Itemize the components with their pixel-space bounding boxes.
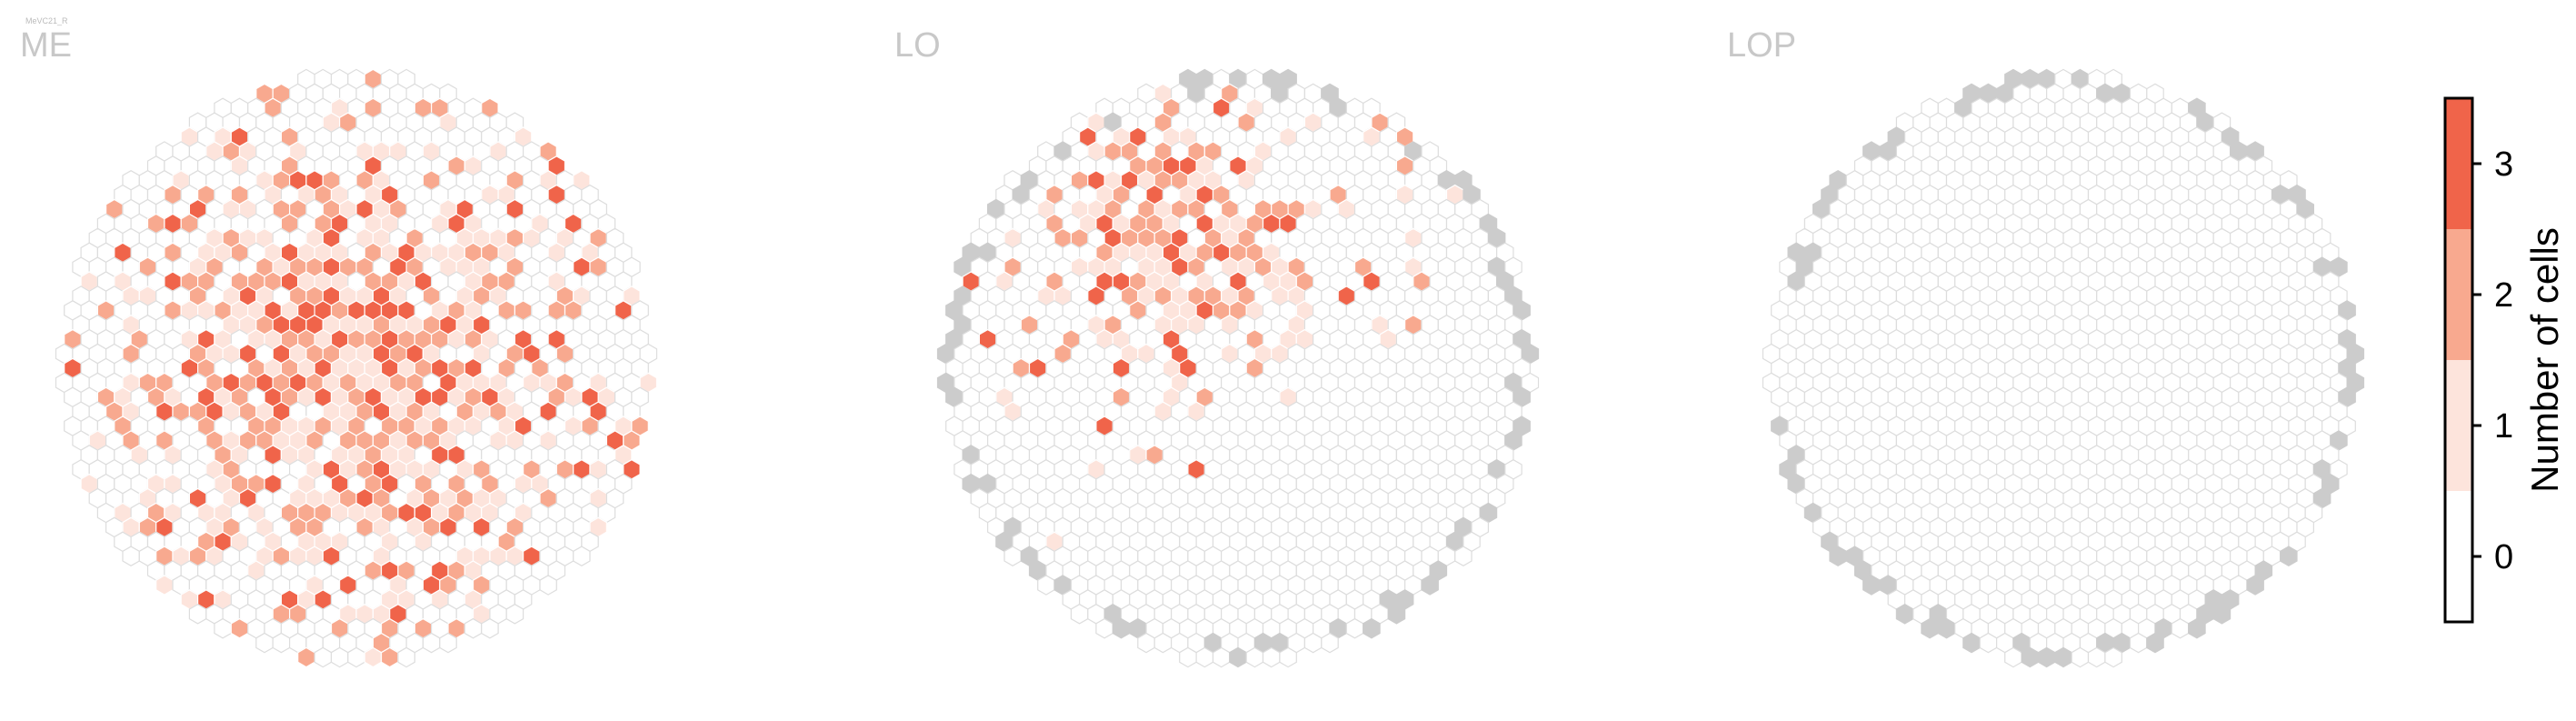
hex-cell bbox=[1454, 546, 1473, 566]
hex-cell bbox=[1262, 646, 1281, 668]
hex-cell bbox=[2129, 632, 2148, 654]
hex-cell bbox=[1112, 617, 1131, 639]
hex-cell bbox=[1421, 575, 1439, 596]
hex-cell bbox=[1153, 632, 1173, 654]
hex-cell bbox=[1212, 646, 1231, 668]
colorbar-tick-label-0: 0 bbox=[2494, 538, 2513, 576]
hex-grid-lop bbox=[1762, 68, 2365, 668]
hex-cell bbox=[539, 575, 557, 596]
hex-cell bbox=[2104, 646, 2122, 668]
hex-cell bbox=[1962, 632, 1981, 654]
colorbar-band-2 bbox=[2445, 229, 2472, 360]
hex-cell bbox=[1921, 617, 1939, 639]
hex-cell bbox=[380, 646, 399, 668]
hex-cell bbox=[297, 646, 315, 668]
colorbar-label: Number of cells bbox=[2523, 227, 2566, 493]
hex-cell bbox=[1003, 546, 1022, 566]
hex-cell bbox=[2246, 575, 2264, 596]
panel-lo: LO bbox=[894, 26, 1540, 668]
hex-cell bbox=[397, 646, 415, 668]
hex-cell bbox=[214, 617, 232, 639]
panel-title-lo: LO bbox=[894, 26, 941, 65]
hex-cell bbox=[1229, 646, 1247, 668]
hex-cell bbox=[1195, 646, 1214, 668]
hex-cell bbox=[505, 604, 524, 625]
hex-cell bbox=[464, 617, 483, 639]
hex-cell bbox=[2280, 546, 2298, 566]
hex-cell bbox=[272, 632, 291, 654]
hex-cell bbox=[314, 646, 333, 668]
hex-cell bbox=[1179, 646, 1197, 668]
hex-cell bbox=[155, 575, 174, 596]
hex-cell bbox=[230, 617, 249, 639]
hex-cell bbox=[1387, 604, 1406, 625]
colorbar-band-3 bbox=[2445, 98, 2472, 229]
hex-cell bbox=[1979, 632, 1998, 654]
hex-grid-lo bbox=[936, 68, 1540, 668]
hex-cell bbox=[2087, 646, 2106, 668]
hex-cell bbox=[2037, 646, 2056, 668]
colorbar-outline bbox=[2443, 96, 2474, 624]
hex-cell bbox=[439, 632, 457, 654]
hex-cell bbox=[122, 546, 140, 566]
hex-cell bbox=[1279, 646, 1297, 668]
hex-cell bbox=[2188, 617, 2206, 639]
hex-cell bbox=[1862, 575, 1881, 596]
hex-cell bbox=[1321, 632, 1339, 654]
hex-cell bbox=[422, 632, 441, 654]
hex-cell bbox=[330, 646, 349, 668]
colorbar: 0 1 2 3 Number of cells bbox=[2443, 96, 2566, 624]
hex-cell bbox=[2146, 632, 2164, 654]
hex-cell bbox=[347, 646, 365, 668]
hex-cell bbox=[2212, 604, 2232, 625]
hex-cell bbox=[1137, 632, 1155, 654]
hex-cell bbox=[255, 632, 274, 654]
hex-cell bbox=[1037, 575, 1055, 596]
hex-cell bbox=[2004, 646, 2022, 668]
colorbar-tick-label-3: 3 bbox=[2494, 145, 2513, 184]
hex-cell bbox=[2071, 646, 2090, 668]
hex-cell bbox=[573, 546, 591, 566]
colorbar-band-0 bbox=[2445, 491, 2472, 622]
hex-cell bbox=[1245, 646, 1264, 668]
colorbar-tick-label-1: 1 bbox=[2494, 407, 2513, 446]
hex-cell bbox=[1095, 617, 1113, 639]
panel-title-lop: LOP bbox=[1727, 26, 1796, 65]
hex-cell bbox=[364, 646, 383, 668]
hex-cell bbox=[1829, 546, 1847, 566]
cell-type-label: MeVC21_R bbox=[25, 16, 68, 25]
colorbar-tick-label-2: 2 bbox=[2494, 276, 2513, 315]
panel-me: ME bbox=[20, 26, 658, 668]
hex-cell bbox=[1363, 617, 1381, 639]
hex-grid-me bbox=[55, 68, 658, 668]
colorbar-band-1 bbox=[2445, 360, 2472, 491]
hex-cell bbox=[2171, 617, 2190, 639]
hex-cell bbox=[1895, 604, 1914, 625]
hex-cell bbox=[1070, 604, 1089, 625]
hex-cell bbox=[2054, 646, 2072, 668]
hex-cell bbox=[1937, 617, 1956, 639]
panel-lop: LOP bbox=[1727, 26, 2365, 668]
hex-cell bbox=[1303, 632, 1323, 654]
hex-cell bbox=[188, 604, 207, 625]
hex-cell bbox=[1345, 617, 1364, 639]
panel-title-me: ME bbox=[20, 26, 72, 65]
hex-cell bbox=[481, 617, 499, 639]
hex-cell bbox=[2021, 646, 2040, 668]
